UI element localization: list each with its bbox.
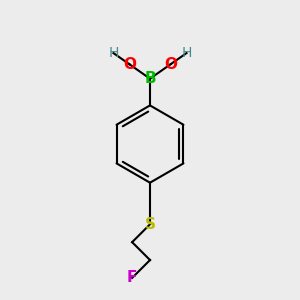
Text: B: B — [144, 71, 156, 86]
Text: H: H — [108, 46, 119, 60]
Text: O: O — [164, 57, 177, 72]
Text: O: O — [123, 57, 136, 72]
Text: F: F — [127, 270, 137, 285]
Text: S: S — [145, 217, 155, 232]
Text: H: H — [181, 46, 192, 60]
